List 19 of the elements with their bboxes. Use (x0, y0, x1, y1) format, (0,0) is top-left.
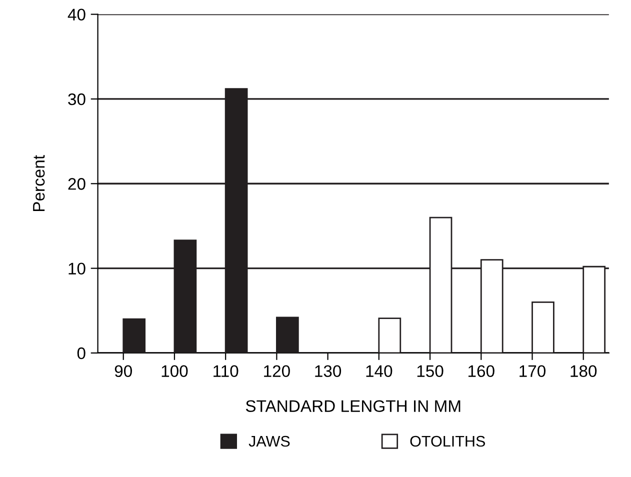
x-tick-label: 170 (520, 365, 546, 378)
x-tick-label: 160 (468, 365, 494, 378)
y-tick-label: 20 (68, 178, 86, 190)
x-axis-title: STANDARD LENGTH IN MM (246, 400, 460, 412)
x-tick-label: 150 (417, 365, 444, 378)
legend-label: OTOLITHS (410, 436, 485, 447)
y-axis-title: Percent (33, 155, 45, 211)
y-tick-label: 0 (77, 347, 86, 360)
legend-label: JAWS (248, 436, 290, 447)
x-tick-label: 90 (114, 365, 132, 378)
x-tick-label: 140 (366, 365, 392, 378)
x-tick-label: 180 (570, 365, 597, 378)
y-tick-label: 30 (68, 93, 86, 106)
x-tick-label: 100 (162, 365, 188, 378)
y-tick-label: 40 (68, 8, 86, 21)
x-tick-label: 110 (214, 365, 238, 378)
y-tick-label: 10 (68, 262, 86, 275)
x-tick-label: 120 (264, 365, 290, 378)
x-tick-label: 130 (315, 365, 342, 378)
